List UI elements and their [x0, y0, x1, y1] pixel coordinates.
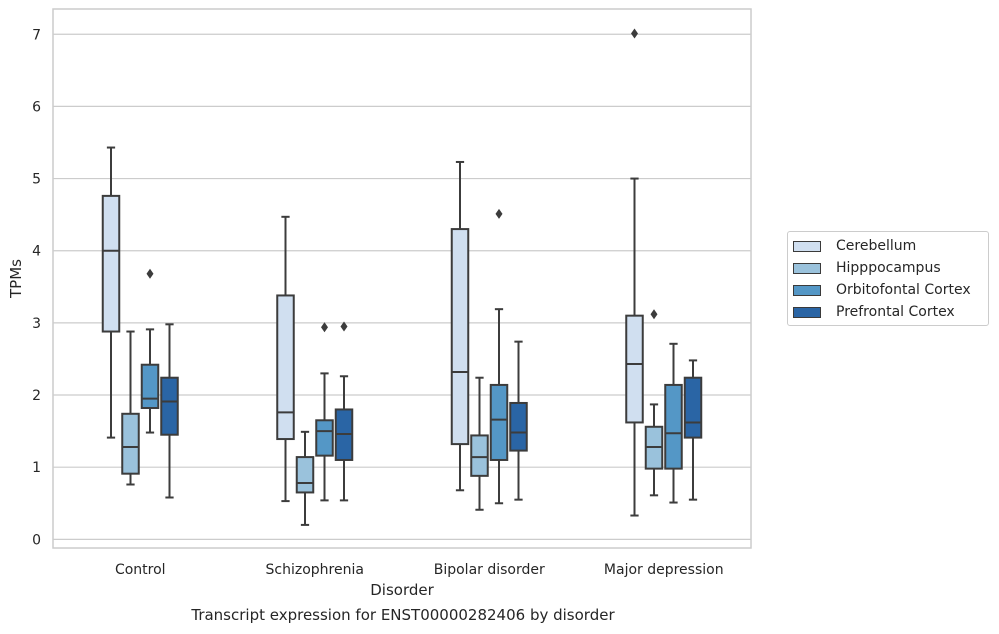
x-tick-label: Schizophrenia	[266, 562, 364, 578]
x-axis-label: Disorder	[370, 581, 434, 599]
box	[276, 294, 295, 441]
plot-frame	[52, 8, 752, 549]
box	[101, 194, 121, 333]
box	[295, 456, 315, 494]
x-tick-label: Control	[115, 562, 166, 578]
box	[470, 434, 489, 477]
box	[625, 314, 644, 424]
legend-swatch-prefrontal-cortex	[793, 306, 821, 318]
legend-swatch-hipppocampus	[793, 262, 821, 274]
x-tick-label: Major depression	[604, 562, 724, 578]
y-tick-label: 3	[32, 316, 41, 332]
box	[509, 401, 528, 452]
y-tick-label: 4	[32, 244, 41, 260]
legend-swatch-cerebellum	[793, 240, 821, 252]
y-tick-label: 1	[32, 460, 41, 476]
outlier-point	[631, 28, 638, 39]
legend-swatch-orbitofontal-cortex	[793, 284, 821, 296]
outlier-point	[146, 268, 154, 279]
outlier-point	[650, 309, 658, 320]
outlier-point	[495, 208, 503, 219]
box	[160, 376, 179, 436]
y-axis-label: TPMs	[7, 259, 25, 299]
box	[683, 376, 703, 439]
x-tick-label: Bipolar disorder	[434, 562, 545, 578]
outlier-point	[340, 321, 348, 332]
legend: Cerebellum Hipppocampus Orbitofontal Cor…	[787, 231, 989, 326]
legend-label-hipppocampus: Hipppocampus	[836, 260, 941, 276]
legend-item-prefrontal-cortex: Prefrontal Cortex	[793, 303, 955, 321]
legend-item-cerebellum: Cerebellum	[793, 237, 916, 255]
box	[315, 419, 334, 457]
legend-item-orbitofontal-cortex: Orbitofontal Cortex	[793, 281, 971, 299]
box	[140, 363, 160, 410]
y-tick-label: 6	[32, 99, 41, 115]
legend-item-hipppocampus: Hipppocampus	[793, 259, 941, 277]
y-tick-label: 7	[32, 27, 41, 43]
box	[664, 383, 683, 470]
legend-label-prefrontal-cortex: Prefrontal Cortex	[836, 304, 955, 320]
outlier-point	[321, 322, 328, 333]
y-tick-label: 0	[32, 532, 41, 548]
box	[121, 412, 140, 475]
legend-label-cerebellum: Cerebellum	[836, 238, 917, 254]
y-tick-label: 2	[32, 388, 41, 404]
y-tick-label: 5	[32, 172, 41, 188]
legend-label-orbitofontal-cortex: Orbitofontal Cortex	[836, 282, 971, 298]
box	[489, 383, 509, 461]
chart-caption: Transcript expression for ENST0000028240…	[191, 606, 615, 624]
box	[450, 228, 470, 446]
